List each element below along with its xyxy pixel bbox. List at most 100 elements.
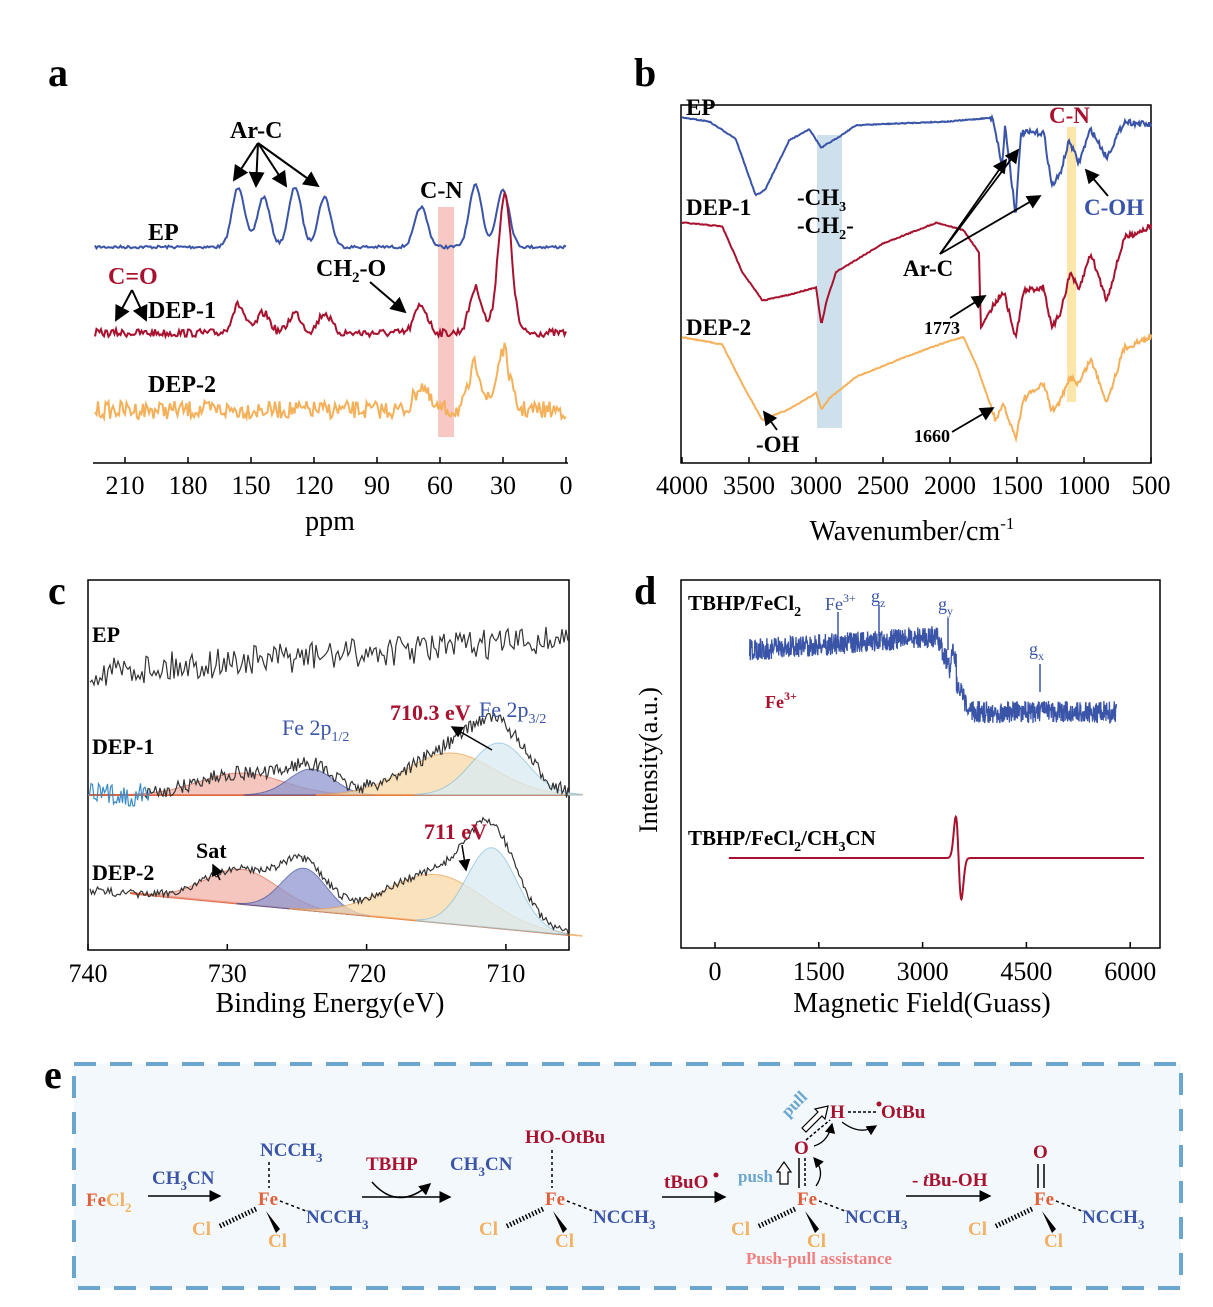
x-axis-d-tick-label: 4500: [1000, 957, 1052, 986]
x-axis-b-tick-label: 1000: [1058, 471, 1110, 500]
product-feo-cl-wedge: Cl: [1044, 1231, 1063, 1252]
complex2-cl-hashed: Cl: [479, 1219, 498, 1240]
x-axis-a-tick-label: 60: [427, 471, 453, 500]
complex1-dashed-bond: [279, 1200, 307, 1212]
x-axis-a-tick-label: 120: [295, 471, 334, 500]
otbu-radical: OtBu: [881, 1102, 926, 1123]
x-axis-a-tick-label: 90: [364, 471, 390, 500]
product-feo-fe: Fe: [1034, 1189, 1054, 1210]
annotation-ar-c-b: Ar-C: [903, 256, 953, 281]
complex1-ncch3-top: NCCH3: [260, 1140, 323, 1165]
complex1-wedge-bond: [266, 1211, 280, 1233]
complex2-ho-otbu: HO-OtBu: [525, 1127, 606, 1148]
complex3-ncch3: NCCH3: [845, 1207, 908, 1232]
x-axis-a-tick-label: 150: [232, 471, 271, 500]
annotation-710-3: 710.3 eV: [390, 700, 471, 725]
x-axis-label-a: ppm: [305, 506, 355, 537]
pull-arrow-icon: [801, 1105, 829, 1133]
complex1-cl-wedge: Cl: [268, 1231, 287, 1252]
arrows-b: [762, 148, 1109, 433]
annotation-sat: Sat: [196, 838, 227, 863]
label-ep-a: EP: [148, 220, 179, 246]
curved-arrow-fe-o: [813, 1157, 824, 1187]
complex1-hashed-bond: [216, 1206, 258, 1230]
plot-frame-c: [87, 579, 570, 951]
arrows-a: [115, 142, 407, 322]
annotation-ar-c-a: Ar-C: [230, 118, 282, 144]
complex3-wedge-bond: [805, 1211, 819, 1233]
complex3-cl-wedge: Cl: [807, 1231, 826, 1252]
reagent-tbuo-radical: tBuO: [664, 1172, 708, 1193]
dep2-fit-component: [416, 847, 568, 936]
x-axis-label-d: Magnetic Field(Guass): [793, 988, 1050, 1019]
annotation-gy: gy: [938, 594, 953, 618]
y-axis-label-d: Intensity(a.u.): [634, 687, 663, 833]
x-axis-b-tick-label: 1500: [991, 471, 1043, 500]
arrows-c: [212, 726, 493, 881]
complex3-dashed-bond: [818, 1200, 846, 1212]
complex2-hashed-bond: [503, 1206, 545, 1230]
product-ch3cn: CH3CN: [450, 1154, 513, 1179]
radical-dot: [713, 1172, 719, 1178]
annotation-gz: gz: [871, 586, 885, 610]
curved-arrow-step2: [371, 1181, 432, 1199]
x-axis-label-b: Wavenumber/cm-1: [810, 514, 1015, 547]
fecl2: FeCl2: [86, 1190, 132, 1215]
x-axis-a-tick-label: 180: [169, 471, 208, 500]
complex3-oxygen: O: [794, 1138, 809, 1159]
spectrum-ep-c: [89, 626, 569, 687]
spectrum-dep-2-b: [681, 332, 1152, 444]
annotation-co-a: C=O: [108, 264, 158, 290]
label-series1-d: TBHP/FeCl2: [688, 591, 801, 620]
x-axis-a-tick-label: 0: [560, 471, 573, 500]
complex2-dashed-bond: [566, 1200, 594, 1212]
reagent-ch3cn: CH3CN: [152, 1168, 215, 1193]
spectrum-tbhp-fecl2: [748, 626, 1118, 724]
x-axis-b-tick-label: 500: [1132, 471, 1171, 500]
curved-arrow-h-otbu: [841, 1121, 878, 1136]
complex3-hashed-bond: [755, 1206, 797, 1230]
panel-label-d: d: [634, 568, 656, 613]
otbu-radical-dot: [876, 1101, 882, 1107]
x-axis-a-tick-label: 210: [106, 471, 145, 500]
label-ep-b: EP: [686, 95, 715, 120]
spectrum-dep1-raw-c: [88, 781, 151, 807]
annotation-fe2p32: Fe 2p3/2: [479, 697, 546, 727]
panel-label-a: a: [48, 50, 68, 95]
label-dep1-a: DEP-1: [148, 298, 216, 324]
x-axis-b-tick-label: 4000: [656, 471, 708, 500]
x-axis-b-tick-label: 2500: [857, 471, 909, 500]
annotation-fe3-red: Fe3+: [765, 689, 797, 712]
label-dep2-b: DEP-2: [686, 315, 751, 340]
plot-frame-d: [680, 579, 1161, 949]
label-ep-c: EP: [92, 622, 120, 647]
reagent-tbhp: TBHP: [366, 1154, 418, 1175]
curved-arrow-o-h: [813, 1122, 836, 1147]
x-axis-c-tick-label: 720: [347, 959, 386, 988]
label-dep2-a: DEP-2: [148, 372, 216, 398]
x-axis-b-tick-label: 3500: [723, 471, 775, 500]
product-feo-hashed-bond: [992, 1206, 1034, 1230]
product-feo-cl-hashed: Cl: [968, 1219, 987, 1240]
byproduct-tbuoh: - tBu-OH: [912, 1170, 988, 1191]
x-axis-b-tick-label: 2000: [924, 471, 976, 500]
spectrum-ep-a: [94, 182, 567, 251]
complex3-hydrogen: H: [830, 1102, 845, 1123]
plot-frame-b: [680, 104, 1152, 464]
complex1-fe: Fe: [258, 1189, 278, 1210]
push-label: push: [738, 1167, 774, 1186]
annotation-cn-a: C-N: [420, 178, 463, 204]
x-axis-c-tick-label: 730: [208, 959, 247, 988]
annotation-1660: 1660: [914, 426, 950, 446]
complex2-cl-wedge: Cl: [555, 1231, 574, 1252]
annotation-gx: gx: [1029, 639, 1044, 663]
label-dep1-b: DEP-1: [686, 195, 751, 220]
complex1-cl-hashed: Cl: [192, 1219, 211, 1240]
x-axis-b-tick-label: 3000: [790, 471, 842, 500]
annotation-1773: 1773: [924, 318, 960, 338]
annotation-oh-b: -OH: [756, 432, 800, 457]
complex2-ncch3: NCCH3: [593, 1207, 656, 1232]
annotation-ch2-b: -CH2-: [797, 213, 854, 243]
